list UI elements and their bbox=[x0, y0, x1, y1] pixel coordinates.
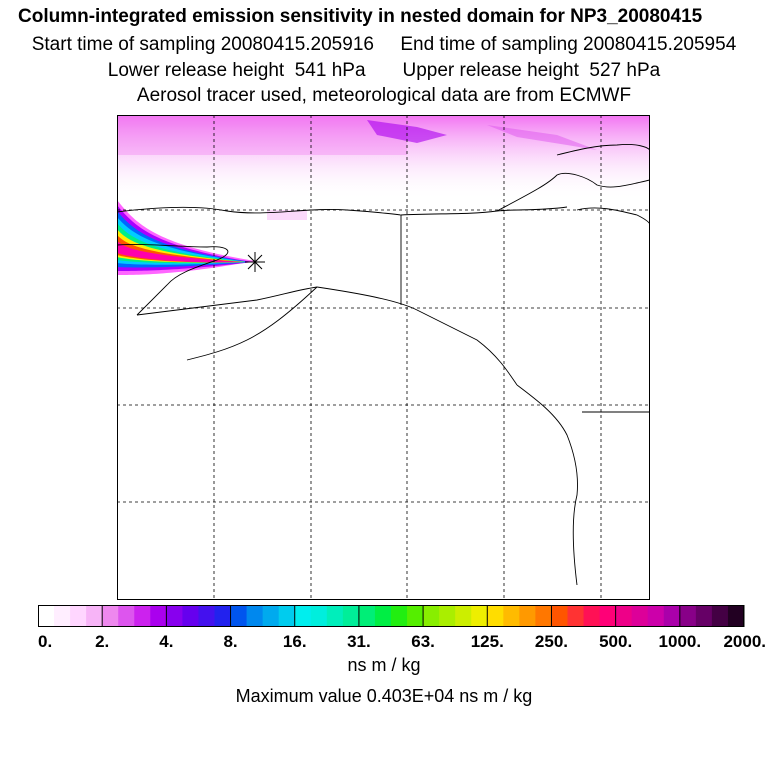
colorbar-cell bbox=[439, 605, 456, 627]
colorbar-cell bbox=[615, 605, 633, 627]
sensitivity-field-north bbox=[117, 115, 650, 220]
maximum-value-text: Maximum value 0.403E+04 ns m / kg bbox=[235, 686, 533, 706]
colorbar-tick-label: 16. bbox=[283, 632, 307, 651]
colorbar-cell bbox=[102, 605, 119, 627]
colorbar-cell bbox=[487, 605, 504, 627]
title-line-1: Column-integrated emission sensitivity i… bbox=[18, 6, 703, 27]
title-line-3: Lower release height 541 hPa Upper relea… bbox=[107, 60, 661, 81]
colorbar-cell bbox=[567, 605, 585, 627]
colorbar-cell bbox=[118, 605, 135, 627]
colorbar-tick-label: 500. bbox=[599, 632, 632, 651]
colorbar-cell bbox=[583, 605, 601, 627]
sensitivity-plume bbox=[117, 200, 255, 275]
colorbar-cell bbox=[695, 605, 713, 627]
colorbar-cell bbox=[471, 605, 488, 627]
title-line-2: Start time of sampling 20080415.205916 E… bbox=[31, 34, 737, 55]
colorbar-cell bbox=[294, 605, 312, 627]
colorbar-cell bbox=[198, 605, 215, 627]
colorbar-cell bbox=[182, 605, 199, 627]
graticule bbox=[117, 115, 650, 600]
colorbar-tick-labels: 0. 2. 4. 8. 16. 31. 63. 125. 250. 500. 1000. 2000. bbox=[38, 632, 766, 651]
colorbar-cell bbox=[663, 605, 681, 627]
title-line-4: Aerosol tracer used, meteorological data… bbox=[136, 85, 632, 106]
colorbar-cell bbox=[455, 605, 472, 627]
map-frame bbox=[117, 115, 650, 600]
map-panel bbox=[117, 115, 650, 600]
colorbar-cell bbox=[711, 605, 729, 627]
colorbar-cell bbox=[214, 605, 232, 627]
colorbar-cell bbox=[647, 605, 665, 627]
colorbar-cell bbox=[631, 605, 649, 627]
colorbar-cell bbox=[38, 605, 55, 627]
release-point-marker bbox=[245, 252, 265, 272]
colorbar-tick-label: 125. bbox=[471, 632, 504, 651]
colorbar-cell bbox=[54, 605, 71, 627]
colorbar-cell bbox=[86, 605, 103, 627]
colorbar-tick-label: 1000. bbox=[659, 632, 702, 651]
colorbar-cell bbox=[374, 605, 392, 627]
colorbar-cell bbox=[423, 605, 440, 627]
colorbar-cell bbox=[166, 605, 183, 627]
colorbar: 0. 2. 4. 8. 16. 31. 63. 125. 250. 500. 1000. 2000. bbox=[38, 605, 766, 651]
colorbar-cell bbox=[326, 605, 344, 627]
colorbar-cell bbox=[503, 605, 520, 627]
colorbar-tick-label: 2. bbox=[95, 632, 109, 651]
colorbar-frame bbox=[38, 605, 744, 627]
colorbar-cell bbox=[246, 605, 264, 627]
colorbar-cell bbox=[278, 605, 296, 627]
colorbar-cell bbox=[407, 605, 424, 627]
colorbar-tick-label: 4. bbox=[159, 632, 173, 651]
colorbar-cell bbox=[342, 605, 360, 627]
coastlines bbox=[117, 144, 650, 586]
colorbar-cell bbox=[727, 605, 745, 627]
colorbar-cell bbox=[262, 605, 280, 627]
colorbar-cell bbox=[535, 605, 552, 627]
colorbar-cell bbox=[679, 605, 697, 627]
colorbar-units: ns m / kg bbox=[347, 655, 421, 675]
colorbar-tick-label: 250. bbox=[535, 632, 568, 651]
colorbar-cell bbox=[310, 605, 328, 627]
colorbar-cell bbox=[599, 605, 617, 627]
colorbar-cell bbox=[70, 605, 87, 627]
colorbar-cell bbox=[551, 605, 568, 627]
colorbar-cell bbox=[519, 605, 536, 627]
colorbar-tick-label: 8. bbox=[223, 632, 237, 651]
colorbar-tick-label: 31. bbox=[347, 632, 371, 651]
colorbar-cell bbox=[150, 605, 167, 627]
colorbar-cell bbox=[358, 605, 376, 627]
colorbar-cell bbox=[391, 605, 408, 627]
colorbar-tick-label: 0. bbox=[38, 632, 52, 651]
colorbar-tick-label: 63. bbox=[411, 632, 435, 651]
colorbar-cell bbox=[230, 605, 248, 627]
colorbar-cells bbox=[38, 605, 745, 627]
colorbar-tick-label: 2000. bbox=[723, 632, 766, 651]
colorbar-cell bbox=[134, 605, 151, 627]
